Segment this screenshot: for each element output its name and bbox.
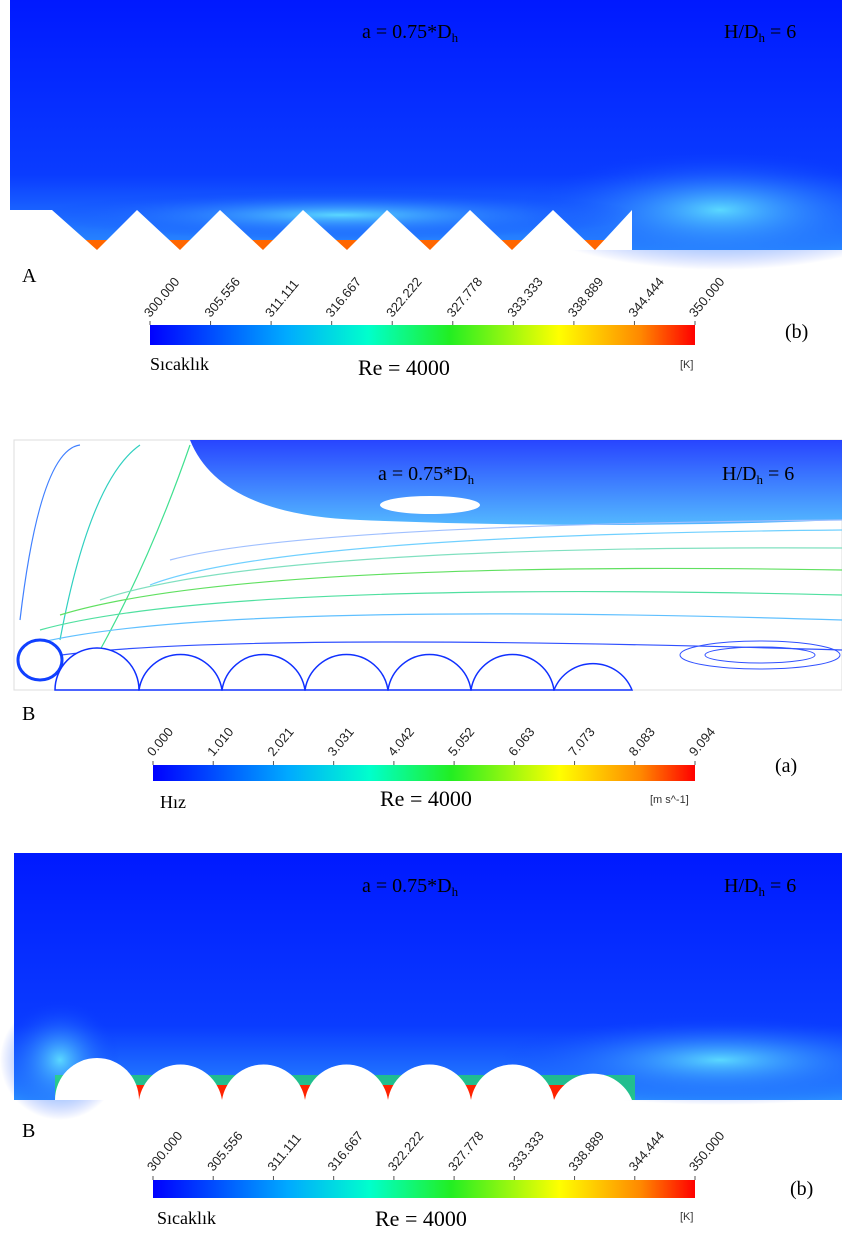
ratio-text: = 6: [763, 463, 794, 485]
parameter-label: a = 0.75*Dh: [378, 463, 475, 487]
colorbar-tick-label: 333.333: [504, 274, 546, 320]
colorbar-tick-label: 7.073: [565, 724, 597, 759]
ratio-text: H/D: [724, 875, 758, 897]
colorbar-unit: [K]: [680, 359, 693, 371]
parameter-label: a = 0.75*Dh: [362, 875, 459, 899]
ratio-subscript: h: [758, 884, 765, 899]
parameter-text: a = 0.75*D: [378, 463, 468, 485]
colorbar-tick-label: 316.667: [322, 274, 364, 320]
panel-letter: B: [22, 703, 35, 725]
colorbar-tick-label: 300.000: [144, 1128, 186, 1174]
parameter-text: a = 0.75*D: [362, 21, 452, 43]
panel-tag: (b): [785, 321, 808, 343]
colorbar-tick-label: 327.778: [445, 1128, 487, 1174]
colorbar-tick-label: 322.222: [383, 274, 425, 320]
parameter-subscript: h: [452, 884, 459, 899]
ratio-label: H/Dh = 6: [724, 875, 796, 899]
colorbar-tick-label: 327.778: [444, 274, 486, 320]
ratio-text: = 6: [765, 21, 796, 43]
colorbar-tick-label: 350.000: [686, 274, 728, 320]
streamline-field: [13, 439, 842, 691]
ratio-text: = 6: [765, 875, 796, 897]
ratio-label: H/Dh = 6: [724, 21, 796, 45]
panel-tag: (b): [790, 1178, 813, 1200]
colorbar-tick-label: 5.052: [445, 724, 477, 759]
parameter-subscript: h: [468, 472, 475, 487]
panel-letter: A: [22, 265, 37, 287]
colorbar-tick-label: 338.889: [565, 1128, 607, 1174]
colorbar-tick-label: 350.000: [686, 1128, 728, 1174]
colorbar-tick-label: 305.556: [201, 274, 243, 320]
ratio-text: H/D: [722, 463, 756, 485]
colorbar-tick-label: 0.000: [144, 724, 176, 759]
parameter-text: a = 0.75*D: [362, 875, 452, 897]
colorbar-tick-label: 3.031: [324, 724, 356, 759]
colorbar-tick-label: 338.889: [565, 274, 607, 320]
reynolds-label: Re = 4000: [358, 355, 450, 380]
ratio-subscript: h: [758, 30, 765, 45]
colorbar-tick-label: 344.444: [625, 274, 667, 320]
colorbar: [153, 765, 695, 781]
parameter-label: a = 0.75*Dh: [362, 21, 459, 45]
colorbar-tick-label: 333.333: [505, 1128, 547, 1174]
temperature-field: [0, 853, 842, 1120]
colorbar-unit: [K]: [680, 1211, 693, 1223]
colorbar-tick-label: 316.667: [324, 1128, 366, 1174]
panel-letter: B: [22, 1120, 35, 1142]
colorbar-tick-label: 344.444: [626, 1128, 668, 1174]
colorbar: [153, 1180, 695, 1198]
ratio-label: H/Dh = 6: [722, 463, 794, 487]
colorbar-tick-label: 9.094: [686, 724, 718, 759]
colorbar-tick-label: 1.010: [204, 724, 236, 759]
colorbar-variable: Hız: [160, 792, 186, 812]
colorbar-tick-label: 2.021: [264, 724, 296, 759]
reynolds-label: Re = 4000: [375, 1206, 467, 1231]
colorbar-tick-label: 311.111: [264, 1130, 304, 1173]
colorbar-variable: Sıcaklık: [157, 1208, 216, 1228]
colorbar-tick-label: 305.556: [204, 1128, 246, 1174]
colorbar: [150, 325, 695, 345]
ratio-text: H/D: [724, 21, 758, 43]
reynolds-label: Re = 4000: [380, 786, 472, 811]
temperature-field: [10, 0, 842, 270]
colorbar-tick-label: 6.063: [505, 724, 537, 759]
colorbar-tick-label: 300.000: [141, 274, 183, 320]
colorbar-unit: [m s^-1]: [650, 794, 689, 806]
panel-tag: (a): [775, 755, 797, 777]
colorbar-variable: Sıcaklık: [150, 354, 209, 374]
parameter-subscript: h: [452, 30, 459, 45]
colorbar-tick-label: 311.111: [262, 276, 302, 319]
colorbar-tick-label: 8.083: [626, 724, 658, 759]
ratio-subscript: h: [756, 472, 763, 487]
colorbar-tick-label: 322.222: [385, 1128, 427, 1174]
colorbar-tick-label: 4.042: [385, 724, 417, 759]
